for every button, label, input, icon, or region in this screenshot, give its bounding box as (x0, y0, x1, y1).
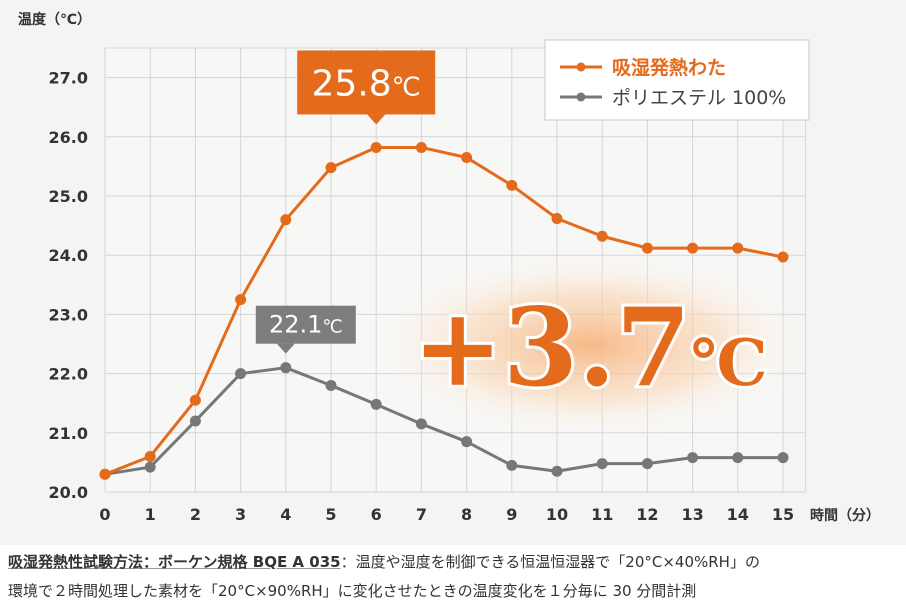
y-tick-label: 24.0 (49, 246, 88, 265)
difference-unit: ℃ (691, 326, 768, 401)
y-tick-label: 26.0 (49, 128, 88, 147)
y-tick-label: 27.0 (49, 69, 88, 88)
x-tick-label: 5 (325, 505, 336, 524)
x-tick-label: 2 (190, 505, 201, 524)
series-line (104, 145, 784, 476)
data-point (596, 230, 608, 242)
callout-label: 25.8℃ (312, 63, 421, 104)
data-point (461, 152, 473, 164)
data-point (596, 458, 608, 470)
x-axis-label: 時間（分） (810, 507, 880, 524)
callout-box (255, 305, 356, 344)
y-tick-label: 21.0 (49, 424, 88, 443)
data-point (641, 242, 653, 254)
callout-unit: ℃ (322, 317, 342, 338)
callout-box (297, 50, 436, 115)
legend-label: 吸湿発熱わた (612, 56, 726, 79)
data-point (777, 452, 789, 464)
x-tick-label: 3 (235, 505, 246, 524)
x-tick-label: 0 (99, 505, 110, 524)
data-point (144, 450, 156, 462)
data-point (189, 415, 201, 427)
data-point (189, 394, 201, 406)
data-point (99, 468, 111, 480)
data-point (732, 242, 744, 254)
data-point (235, 294, 247, 306)
data-point (506, 179, 518, 191)
data-point (415, 418, 427, 430)
data-point (370, 398, 382, 410)
data-point (461, 436, 473, 448)
data-point (280, 214, 292, 226)
y-tick-label: 22.0 (49, 365, 88, 384)
legend-marker (576, 92, 586, 102)
data-point (415, 141, 427, 153)
x-tick-label: 1 (145, 505, 156, 524)
data-point (325, 162, 337, 174)
data-point (777, 251, 789, 263)
x-tick-label: 11 (591, 505, 613, 524)
difference-highlight: +3.7℃ (412, 285, 767, 411)
data-point (641, 458, 653, 470)
legend-label: ポリエステル 100% (612, 87, 786, 109)
callout-value: 25.8 (312, 63, 392, 104)
difference-value: +3.7 (412, 285, 690, 411)
x-tick-label: 13 (681, 505, 703, 524)
x-tick-label: 12 (636, 505, 658, 524)
callout-pointer (276, 343, 295, 354)
x-tick-label: 9 (506, 505, 517, 524)
x-tick-label: 6 (371, 505, 382, 524)
test-method-note: 吸湿発熱性試験方法：ボーケン規格 BQE A 035：温度や湿度を制御できる恒温… (8, 548, 900, 606)
data-point (732, 452, 744, 464)
series-line (104, 366, 783, 476)
y-tick-label: 25.0 (49, 187, 88, 206)
data-point (325, 379, 337, 391)
y-tick-label: 20.0 (49, 483, 88, 502)
data-point (280, 362, 292, 374)
data-point (551, 212, 563, 224)
x-tick-label: 8 (461, 505, 472, 524)
test-method-label: 吸湿発熱性試験方法：ボーケン規格 BQE A 035 (8, 553, 341, 571)
data-point (551, 465, 563, 477)
data-point (144, 461, 156, 473)
callout-unit: ℃ (392, 72, 421, 102)
y-axis-label: 温度（℃） (18, 11, 91, 28)
callout-pointer (367, 114, 386, 125)
test-method-text-2: 環境で２時間処理した素材を「20°C×90%RH」に変化させたときの温度変化を１… (8, 582, 697, 600)
x-tick-label: 4 (280, 505, 291, 524)
data-point (370, 141, 382, 153)
data-point (235, 368, 247, 380)
x-tick-label: 10 (546, 505, 568, 524)
data-point (687, 242, 699, 254)
legend-box (544, 39, 810, 121)
test-method-text-1: ：温度や湿度を制御できる恒温恒湿器で「20°C×40%RH」の (340, 553, 760, 571)
highlight-glow (360, 250, 820, 440)
data-point (506, 459, 518, 471)
data-point (687, 452, 699, 464)
x-tick-label: 15 (772, 505, 794, 524)
x-tick-label: 7 (416, 505, 427, 524)
line-chart: 20.021.022.023.024.025.026.027.00 1 2 3 4 5 6 7… (0, 0, 906, 545)
callout-label: 22.1℃ (269, 311, 343, 339)
legend-marker (576, 62, 586, 72)
y-tick-label: 23.0 (49, 305, 88, 324)
callout-value: 22.1 (269, 311, 322, 339)
x-tick-label: 14 (727, 505, 749, 524)
